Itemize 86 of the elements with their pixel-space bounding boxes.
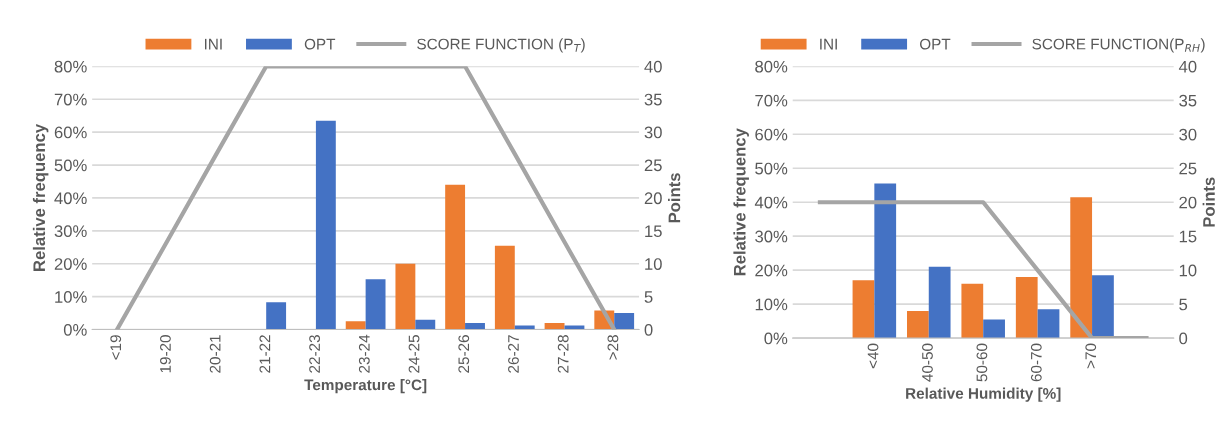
x-tick-label: 22-23 [309,335,321,373]
x-tick-label: 50-60 [976,343,988,382]
y2-tick-label: 5 [1179,298,1188,311]
legend-label: OPT [304,38,336,50]
line-series [114,66,617,330]
y-tick-label: 40% [754,196,788,209]
y2-tick-label: 25 [1179,162,1197,175]
y-tick-label: 60% [755,128,788,141]
y-tick-label: 0% [764,332,788,345]
bar [907,310,929,339]
bar [614,313,635,330]
y-tick-label: 10% [755,298,788,311]
y2-tick-label: 15 [645,225,662,238]
y-tick-label: 70% [755,94,788,107]
x-tick-label: 19-20 [160,335,171,373]
bar [1037,309,1060,339]
y2-tick-label: 35 [1179,94,1197,107]
x-tick-label: <19 [110,335,122,360]
bar [1092,275,1114,339]
x-axis-title: Temperature [°C] [304,379,427,394]
x-tick-label: 23-24 [358,334,370,373]
bar [961,283,984,339]
x-tick-label: 25-26 [458,335,470,373]
x-tick-label: 26-27 [508,335,519,373]
bar [365,279,386,330]
y2-tick-label: 20 [644,192,662,205]
bar [1015,276,1038,339]
x-tick-label: 20-21 [209,335,221,373]
y2-tick-label: 40 [1178,60,1197,73]
y-tick-label: 20% [54,258,87,270]
y2-tick-label: 25 [644,159,662,172]
y2-tick-label: 35 [644,93,662,106]
y2-tick-label: 30 [1179,128,1197,141]
y-tick-label: 30% [54,225,87,238]
legend-label: INI [204,38,222,50]
bar [983,319,1005,339]
bar [415,319,436,330]
x-tick-label: >70 [1085,343,1097,369]
bar [928,266,951,339]
bar [544,322,565,330]
bar [345,321,366,330]
y-tick-label: 80% [755,60,788,73]
y-tick-label: 30% [755,230,788,243]
y-tick-label: 70% [54,93,87,106]
x-axis-title: Relative Humidity [%] [906,387,1061,402]
y-tick-label: 40% [54,192,87,205]
y-tick-label: 60% [54,126,87,139]
y-tick-label: 50% [54,159,87,172]
y2-tick-label: 30 [644,126,662,139]
bar [465,322,485,330]
y2-tick-label: 0 [644,323,653,336]
x-tick-label: 40-50 [922,343,933,382]
y-tick-label: 10% [55,291,87,303]
y2-tick-label: 40 [644,60,662,73]
legend-label: OPT [920,38,951,50]
x-tick-label: 24-25 [408,335,420,373]
bar [874,183,897,339]
y2-tick-label: 10 [1179,264,1197,277]
x-tick-label: 21-22 [259,335,271,373]
x-tick-label: 60-70 [1030,343,1042,382]
x-tick-label: 27-28 [557,335,569,373]
x-tick-label: >28 [607,335,619,360]
y-tick-label: 80% [54,60,87,73]
bar [852,280,875,339]
y-tick-label: 0% [63,323,87,336]
y2-tick-label: 10 [645,258,662,270]
y-axis-title: Relative frequency [32,123,49,271]
legend-label: SCORE FUNCTION (P$_{T}$) [417,38,585,53]
bar [266,302,287,330]
y-axis-title: Relative frequency [733,128,749,276]
y2-tick-label: 0 [1179,332,1188,345]
legend-label: SCORE FUNCTION(P$_{RH}$) [1032,38,1205,53]
legend-label: INI [820,38,837,50]
y-tick-label: 20% [755,264,788,277]
bar [494,245,515,330]
y2-tick-label: 20 [1179,196,1197,209]
bar [395,263,416,330]
y2-axis-title: Points [1202,177,1215,227]
x-tick-label: <40 [867,343,879,369]
bar [315,120,336,330]
y2-axis-title: Points [668,173,681,223]
bar [1070,197,1093,339]
y2-tick-label: 5 [644,291,653,303]
bar [445,184,466,330]
y2-tick-label: 15 [1179,230,1197,243]
y-tick-label: 50% [755,162,788,175]
